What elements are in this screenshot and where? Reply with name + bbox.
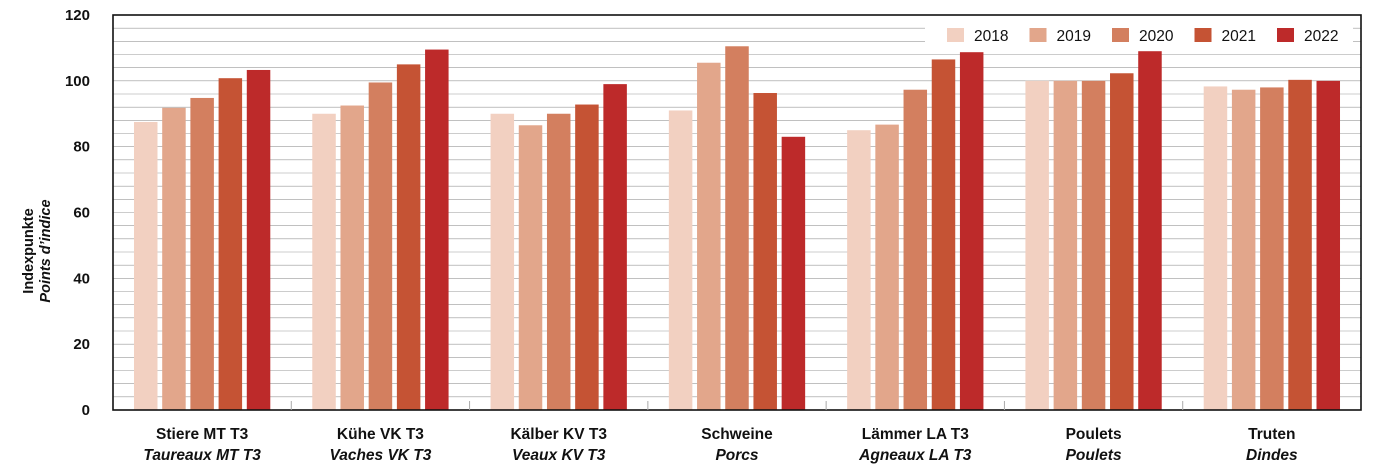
category-label: Kälber KV T3 [510,426,607,443]
category-sublabel: Taureaux MT T3 [143,447,261,464]
bar [133,121,158,411]
category-label: Kühe VK T3 [337,426,424,443]
legend: 2018 2019 2020 2021 2022 [925,20,1353,50]
bar [697,62,721,411]
y-axis-title: Indexpunkte Points d’indice [21,199,54,302]
category-sublabel: Vaches VK T3 [329,447,431,464]
category-label: Schweine [701,426,773,443]
category-label: Stiere MT T3 [156,426,249,443]
legend-swatch [1194,28,1212,42]
legend-label: 2020 [1139,28,1174,45]
plot-frame [112,14,1362,411]
category-sublabel: Agneaux LA T3 [858,447,972,464]
legend-swatch [947,28,964,42]
bar [312,113,336,410]
y-tick-label: 120 [65,7,90,24]
y-tick-label: 60 [73,205,90,222]
legend-swatch [1112,28,1129,42]
bar [490,113,515,410]
bar [959,52,984,411]
x-category-labels: Stiere MT T3 Taureaux MT T3 Kühe VK T3 Vach… [143,426,1298,464]
bar [603,84,627,410]
bar [725,46,749,410]
bar [575,104,599,411]
bar [1025,80,1049,410]
bar [546,113,571,410]
bar [340,105,364,410]
category-label: Lämmer LA T3 [862,426,969,443]
bar [1053,80,1078,410]
bar [396,64,421,410]
bar [1316,80,1341,410]
y-tick-label: 0 [82,402,90,419]
legend-label: 2021 [1222,28,1256,45]
bar [246,69,271,411]
y-tick-label: 20 [73,336,90,353]
legend-swatch [1029,28,1047,42]
bar [1203,86,1228,410]
bar [753,93,777,410]
bar [190,97,214,410]
bar [903,89,928,411]
y-tick-labels: 0 20 40 60 80 100 120 [65,7,90,419]
y-tick-label: 40 [73,270,90,287]
bars [133,46,1341,411]
bar [1138,51,1162,410]
y-axis-label-sub: Points d’indice [38,199,54,302]
category-sublabel: Dindes [1246,447,1298,464]
category-sublabel: Porcs [715,447,758,464]
legend-label: 2019 [1057,28,1091,45]
bar [847,130,871,411]
category-label: Truten [1248,426,1295,443]
y-tick-label: 100 [65,73,90,90]
bar [1231,89,1256,411]
bar [781,136,806,410]
bar [368,82,393,411]
bar [518,125,543,410]
bar [668,110,693,410]
bar [1110,73,1134,410]
bar [931,59,956,410]
category-sublabel: Veaux KV T3 [512,447,606,464]
legend-label: 2022 [1304,28,1338,45]
legend-label: 2018 [974,28,1008,45]
bar [162,107,186,410]
category-sublabel: Poulets [1066,447,1122,464]
category-label: Poulets [1066,426,1122,443]
y-tick-label: 80 [73,139,90,156]
bar [218,78,243,410]
y-axis-label: Indexpunkte [21,208,37,293]
bar [1081,80,1106,410]
legend-swatch [1277,28,1294,42]
bar [875,124,899,411]
bar [1288,79,1312,411]
bar [1260,87,1284,411]
axes [112,14,1362,411]
bar [425,49,449,410]
